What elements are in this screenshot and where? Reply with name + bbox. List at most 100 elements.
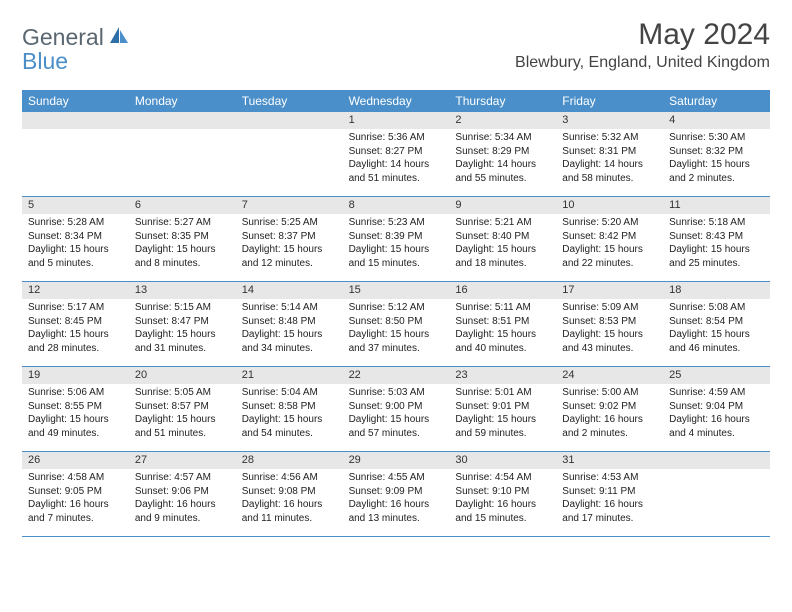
day-cell: 13Sunrise: 5:15 AMSunset: 8:47 PMDayligh… (129, 282, 236, 366)
daylight-text: Daylight: 15 hours and 31 minutes. (135, 328, 230, 355)
day-details: Sunrise: 4:55 AMSunset: 9:09 PMDaylight:… (343, 469, 450, 529)
day-details: Sunrise: 5:12 AMSunset: 8:50 PMDaylight:… (343, 299, 450, 359)
day-number: 23 (449, 367, 556, 384)
sunrise-text: Sunrise: 5:17 AM (28, 301, 123, 315)
day-number: 11 (663, 197, 770, 214)
daylight-text: Daylight: 16 hours and 17 minutes. (562, 498, 657, 525)
day-details: Sunrise: 5:03 AMSunset: 9:00 PMDaylight:… (343, 384, 450, 444)
sunrise-text: Sunrise: 5:08 AM (669, 301, 764, 315)
day-details: Sunrise: 5:11 AMSunset: 8:51 PMDaylight:… (449, 299, 556, 359)
day-number: 18 (663, 282, 770, 299)
day-cell (663, 452, 770, 536)
day-details: Sunrise: 5:14 AMSunset: 8:48 PMDaylight:… (236, 299, 343, 359)
day-cell: 24Sunrise: 5:00 AMSunset: 9:02 PMDayligh… (556, 367, 663, 451)
day-cell: 1Sunrise: 5:36 AMSunset: 8:27 PMDaylight… (343, 112, 450, 196)
day-details: Sunrise: 5:18 AMSunset: 8:43 PMDaylight:… (663, 214, 770, 274)
day-details: Sunrise: 5:09 AMSunset: 8:53 PMDaylight:… (556, 299, 663, 359)
day-number: 19 (22, 367, 129, 384)
day-cell: 12Sunrise: 5:17 AMSunset: 8:45 PMDayligh… (22, 282, 129, 366)
weekday-header: Friday (556, 90, 663, 112)
day-details: Sunrise: 5:23 AMSunset: 8:39 PMDaylight:… (343, 214, 450, 274)
day-details: Sunrise: 5:08 AMSunset: 8:54 PMDaylight:… (663, 299, 770, 359)
daylight-text: Daylight: 15 hours and 15 minutes. (349, 243, 444, 270)
sunset-text: Sunset: 9:08 PM (242, 485, 337, 499)
day-cell: 11Sunrise: 5:18 AMSunset: 8:43 PMDayligh… (663, 197, 770, 281)
calendar-page: General May 2024 Blewbury, England, Unit… (0, 0, 792, 555)
sunset-text: Sunset: 8:32 PM (669, 145, 764, 159)
day-number: 30 (449, 452, 556, 469)
day-details: Sunrise: 5:15 AMSunset: 8:47 PMDaylight:… (129, 299, 236, 359)
day-number: 8 (343, 197, 450, 214)
day-details: Sunrise: 4:56 AMSunset: 9:08 PMDaylight:… (236, 469, 343, 529)
day-number: 15 (343, 282, 450, 299)
day-details: Sunrise: 5:32 AMSunset: 8:31 PMDaylight:… (556, 129, 663, 189)
sunrise-text: Sunrise: 5:04 AM (242, 386, 337, 400)
sunrise-text: Sunrise: 5:18 AM (669, 216, 764, 230)
day-details: Sunrise: 5:25 AMSunset: 8:37 PMDaylight:… (236, 214, 343, 274)
daylight-text: Daylight: 15 hours and 49 minutes. (28, 413, 123, 440)
day-cell: 19 Sunrise: 5:06 AMSunset: 8:55 PMDayligh… (22, 367, 129, 451)
day-cell: 27Sunrise: 4:57 AMSunset: 9:06 PMDayligh… (129, 452, 236, 536)
day-details (129, 129, 236, 135)
sunset-text: Sunset: 9:10 PM (455, 485, 550, 499)
page-header: General May 2024 Blewbury, England, Unit… (22, 18, 770, 72)
sunset-text: Sunset: 9:01 PM (455, 400, 550, 414)
daylight-text: Daylight: 15 hours and 18 minutes. (455, 243, 550, 270)
day-number: 16 (449, 282, 556, 299)
day-details: Sunrise: 4:53 AMSunset: 9:11 PMDaylight:… (556, 469, 663, 529)
sunset-text: Sunset: 8:43 PM (669, 230, 764, 244)
sunrise-text: Sunrise: 4:53 AM (562, 471, 657, 485)
sunrise-text: Sunrise: 5:21 AM (455, 216, 550, 230)
daylight-text: Daylight: 14 hours and 51 minutes. (349, 158, 444, 185)
day-number: 3 (556, 112, 663, 129)
daylight-text: Daylight: 15 hours and 28 minutes. (28, 328, 123, 355)
day-cell: 2Sunrise: 5:34 AMSunset: 8:29 PMDaylight… (449, 112, 556, 196)
week-row: 12Sunrise: 5:17 AMSunset: 8:45 PMDayligh… (22, 282, 770, 367)
month-title: May 2024 (515, 18, 770, 52)
day-cell: 26Sunrise: 4:58 AMSunset: 9:05 PMDayligh… (22, 452, 129, 536)
day-cell: 30Sunrise: 4:54 AMSunset: 9:10 PMDayligh… (449, 452, 556, 536)
weekday-header: Tuesday (236, 90, 343, 112)
day-details: Sunrise: 4:57 AMSunset: 9:06 PMDaylight:… (129, 469, 236, 529)
daylight-text: Daylight: 15 hours and 12 minutes. (242, 243, 337, 270)
day-details (663, 469, 770, 475)
day-number: 4 (663, 112, 770, 129)
daylight-text: Daylight: 16 hours and 9 minutes. (135, 498, 230, 525)
sunset-text: Sunset: 8:45 PM (28, 315, 123, 329)
title-block: May 2024 Blewbury, England, United Kingd… (515, 18, 770, 72)
sunset-text: Sunset: 8:40 PM (455, 230, 550, 244)
sunset-text: Sunset: 8:55 PM (28, 400, 123, 414)
sail-icon (108, 25, 130, 50)
day-number: 1 (343, 112, 450, 129)
sunrise-text: Sunrise: 5:03 AM (349, 386, 444, 400)
daylight-text: Daylight: 16 hours and 11 minutes. (242, 498, 337, 525)
daylight-text: Daylight: 15 hours and 40 minutes. (455, 328, 550, 355)
day-details: Sunrise: 5:01 AMSunset: 9:01 PMDaylight:… (449, 384, 556, 444)
day-number (22, 112, 129, 129)
sunrise-text: Sunrise: 5:06 AM (28, 386, 123, 400)
weekday-header: Sunday (22, 90, 129, 112)
day-cell: 8Sunrise: 5:23 AMSunset: 8:39 PMDaylight… (343, 197, 450, 281)
day-details: Sunrise: 5:17 AMSunset: 8:45 PMDaylight:… (22, 299, 129, 359)
sunrise-text: Sunrise: 5:27 AM (135, 216, 230, 230)
day-details: Sunrise: 5:05 AMSunset: 8:57 PMDaylight:… (129, 384, 236, 444)
daylight-text: Daylight: 15 hours and 8 minutes. (135, 243, 230, 270)
day-cell: 17Sunrise: 5:09 AMSunset: 8:53 PMDayligh… (556, 282, 663, 366)
day-cell: 29Sunrise: 4:55 AMSunset: 9:09 PMDayligh… (343, 452, 450, 536)
day-number: 20 (129, 367, 236, 384)
sunrise-text: Sunrise: 5:05 AM (135, 386, 230, 400)
day-details: Sunrise: 5:27 AMSunset: 8:35 PMDaylight:… (129, 214, 236, 274)
day-number: 25 (663, 367, 770, 384)
sunset-text: Sunset: 8:37 PM (242, 230, 337, 244)
sunset-text: Sunset: 9:02 PM (562, 400, 657, 414)
daylight-text: Daylight: 15 hours and 43 minutes. (562, 328, 657, 355)
sunset-text: Sunset: 8:42 PM (562, 230, 657, 244)
day-cell: 31Sunrise: 4:53 AMSunset: 9:11 PMDayligh… (556, 452, 663, 536)
sunrise-text: Sunrise: 5:12 AM (349, 301, 444, 315)
weeks-container: 1Sunrise: 5:36 AMSunset: 8:27 PMDaylight… (22, 112, 770, 537)
day-cell: 5Sunrise: 5:28 AMSunset: 8:34 PMDaylight… (22, 197, 129, 281)
day-details: Sunrise: 4:58 AMSunset: 9:05 PMDaylight:… (22, 469, 129, 529)
day-number (663, 452, 770, 469)
day-cell: 21Sunrise: 5:04 AMSunset: 8:58 PMDayligh… (236, 367, 343, 451)
day-cell: 25Sunrise: 4:59 AMSunset: 9:04 PMDayligh… (663, 367, 770, 451)
